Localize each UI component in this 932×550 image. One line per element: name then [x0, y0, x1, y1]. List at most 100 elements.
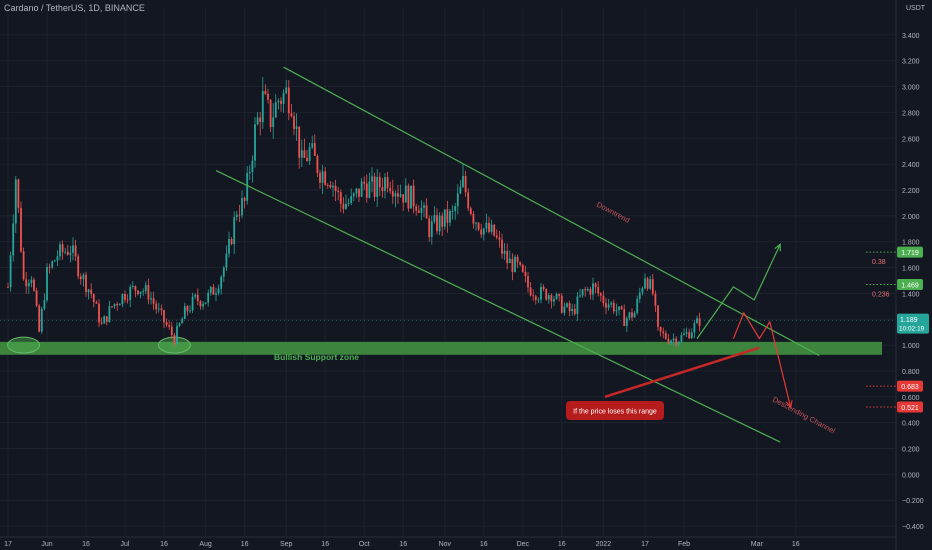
candle-body — [641, 288, 644, 293]
downtrend-line — [283, 66, 820, 356]
candle-body — [646, 278, 649, 289]
candle-body — [321, 171, 324, 183]
candle-body — [337, 190, 340, 193]
candle-body — [612, 302, 615, 312]
candle-body — [368, 181, 371, 198]
candle-body — [77, 256, 80, 277]
time-tick-label: Feb — [678, 541, 690, 548]
candle-body — [558, 293, 561, 296]
candle-body — [568, 303, 571, 312]
candle-body — [620, 306, 623, 310]
candle-body — [98, 303, 100, 323]
price-tick-label: −0.400 — [902, 524, 924, 531]
candle-body — [212, 286, 215, 295]
time-axis[interactable]: 17 Jun 16 Jul 16 Aug 16 Sep 16 Oct 16 Nov 16 Dec 16 202… — [4, 541, 800, 548]
grid-layer — [0, 0, 897, 550]
candle-body — [404, 185, 407, 203]
candle-body — [311, 143, 314, 148]
candle-body — [651, 279, 654, 294]
candle-body — [482, 228, 485, 235]
candle-body — [199, 301, 202, 307]
candle-body — [360, 181, 363, 197]
candle-body — [566, 303, 568, 307]
candle-body — [503, 250, 506, 254]
candle-body — [451, 211, 454, 212]
time-tick-label: 2022 — [596, 541, 612, 548]
price-tick-label: 2.400 — [902, 162, 920, 169]
candle-body — [22, 251, 25, 280]
bullish-projection — [696, 244, 781, 339]
drawings-layer — [0, 66, 896, 443]
candle-body — [519, 262, 522, 265]
candle-body — [329, 185, 332, 188]
candle-body — [371, 176, 373, 182]
price-axis[interactable]: 3.400 3.200 3.000 2.800 2.600 2.400 2.200 2.000… — [897, 33, 929, 531]
candle-body — [675, 338, 678, 345]
candle-body — [365, 183, 368, 198]
candle-body — [693, 323, 696, 333]
candle-body — [698, 318, 701, 327]
candle-body — [251, 160, 254, 172]
candle-body — [85, 274, 87, 293]
candle-body — [186, 306, 189, 312]
candle-body — [204, 302, 207, 304]
candle-body — [542, 286, 545, 290]
candle-body — [594, 283, 597, 287]
time-tick-label: Nov — [439, 541, 452, 548]
candle-body — [688, 332, 691, 339]
candle-body — [355, 188, 358, 194]
price-tick-label: 0.800 — [902, 369, 920, 376]
time-tick-label: 16 — [792, 541, 800, 548]
price-level-value: 0.683 — [901, 384, 919, 391]
candle-body — [316, 155, 319, 173]
candle-body — [423, 205, 425, 208]
candle-body — [274, 102, 277, 118]
candle-body — [134, 285, 137, 291]
candle-body — [165, 322, 168, 325]
candle-body — [376, 176, 379, 197]
candle-body — [521, 264, 524, 272]
currency-label: USDT — [906, 5, 926, 12]
candle-body — [233, 217, 236, 245]
candle-body — [677, 341, 680, 345]
time-tick-label: Jul — [121, 541, 130, 548]
candle-body — [607, 304, 610, 308]
candle-body — [324, 171, 327, 185]
candle-body — [51, 261, 54, 268]
candle-body — [397, 193, 399, 197]
candle-body — [443, 209, 446, 227]
candle-body — [394, 193, 397, 197]
candle-body — [181, 318, 184, 324]
price-tick-label: 3.000 — [902, 85, 920, 92]
candle-body — [667, 338, 670, 344]
candle-body — [555, 293, 558, 299]
candle-body — [428, 218, 431, 237]
candle-body — [493, 224, 496, 236]
candle-body — [144, 285, 147, 292]
candle-body — [20, 207, 22, 252]
candle-body — [267, 93, 269, 100]
candle-body — [43, 300, 46, 309]
candle-body — [657, 305, 659, 327]
candle-body — [654, 293, 657, 306]
price-tick-label: 0.400 — [902, 421, 920, 428]
candle-body — [441, 215, 444, 227]
candle-body — [313, 143, 316, 156]
candle-body — [160, 308, 163, 311]
candle-body — [529, 287, 532, 296]
candle-body — [246, 173, 249, 201]
candle-body — [339, 192, 342, 204]
candle-body — [131, 285, 134, 287]
candle-body — [157, 308, 160, 310]
candle-body — [298, 126, 301, 158]
candle-body — [644, 278, 646, 289]
time-tick-label: 16 — [399, 541, 407, 548]
candle-body — [449, 211, 451, 223]
candle-body — [248, 171, 251, 174]
candle-body — [350, 196, 353, 203]
candle-body — [618, 306, 620, 310]
candle-body — [459, 186, 462, 194]
price-tick-label: 1.400 — [902, 291, 920, 298]
candle-body — [433, 215, 436, 222]
